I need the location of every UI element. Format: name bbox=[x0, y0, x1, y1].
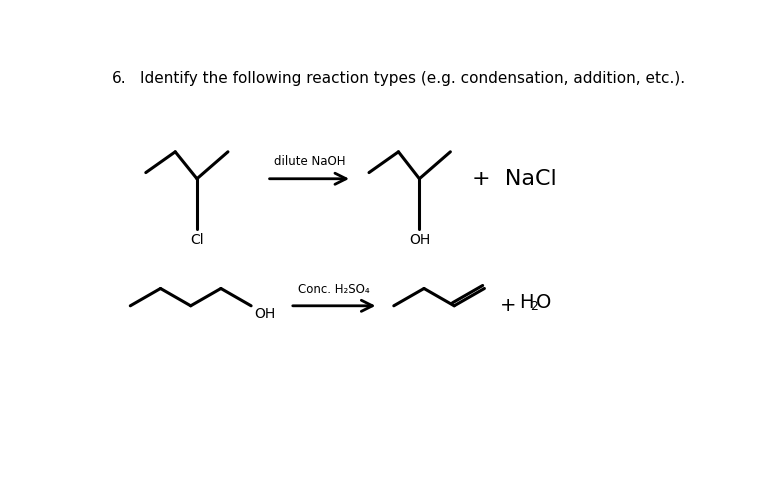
Text: dilute NaOH: dilute NaOH bbox=[274, 155, 345, 168]
Text: +: + bbox=[500, 297, 516, 315]
Text: +  NaCl: + NaCl bbox=[472, 169, 557, 189]
Text: Identify the following reaction types (e.g. condensation, addition, etc.).: Identify the following reaction types (e… bbox=[141, 71, 686, 86]
Text: Conc. H₂SO₄: Conc. H₂SO₄ bbox=[298, 283, 370, 296]
Text: 2: 2 bbox=[530, 300, 538, 313]
Text: 6.: 6. bbox=[112, 71, 127, 86]
Text: OH: OH bbox=[409, 233, 430, 247]
Text: OH: OH bbox=[254, 307, 275, 321]
Text: O: O bbox=[536, 293, 552, 312]
Text: Cl: Cl bbox=[190, 233, 204, 247]
Text: H: H bbox=[519, 293, 534, 312]
